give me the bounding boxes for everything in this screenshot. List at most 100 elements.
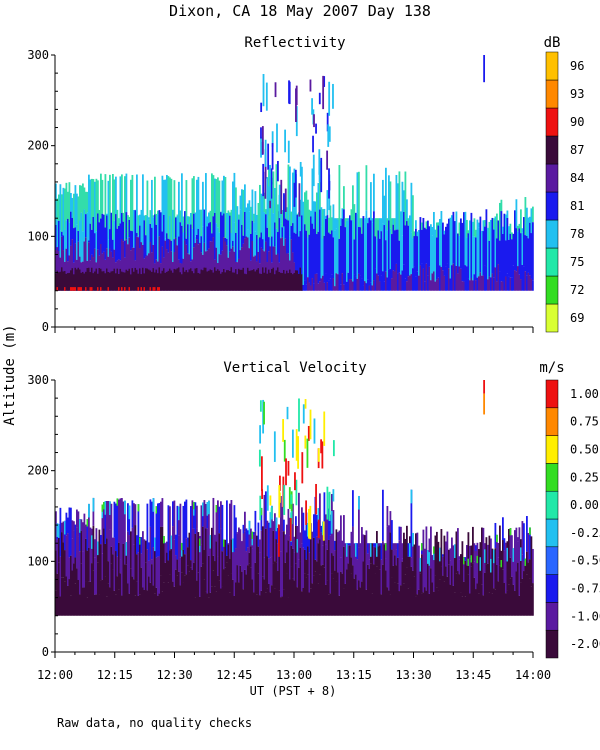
data-cell	[284, 562, 287, 616]
data-cell	[299, 561, 302, 616]
data-cell	[64, 581, 66, 616]
data-cell	[79, 269, 81, 291]
data-cell	[463, 558, 465, 582]
data-cell	[292, 252, 294, 291]
data-cell	[74, 557, 77, 584]
data-cell	[326, 215, 329, 283]
data-cell	[289, 517, 292, 542]
data-cell	[461, 281, 464, 291]
data-cell	[167, 560, 170, 583]
data-cell	[155, 587, 158, 616]
data-cell	[98, 268, 101, 291]
data-cell	[409, 215, 411, 276]
data-cell	[305, 284, 308, 291]
data-cell	[308, 527, 311, 553]
data-cell	[281, 596, 284, 616]
data-cell	[283, 519, 285, 532]
data-cell	[401, 558, 404, 562]
data-cell	[409, 536, 411, 588]
data-cell	[250, 567, 252, 616]
data-cell	[316, 536, 318, 562]
data-cell	[98, 529, 101, 595]
data-cell	[245, 236, 248, 291]
data-cell	[500, 281, 503, 291]
data-cell	[173, 268, 176, 291]
data-cell	[433, 546, 435, 554]
data-cell	[112, 174, 114, 240]
data-cell	[268, 169, 270, 238]
data-cell	[517, 225, 519, 232]
data-cell	[361, 278, 363, 291]
data-cell	[314, 273, 317, 291]
data-cell	[284, 188, 287, 212]
data-cell	[439, 579, 441, 616]
data-cell	[88, 242, 90, 291]
data-cell	[254, 510, 257, 532]
data-cell	[196, 179, 198, 235]
colorbar-swatch	[545, 407, 559, 436]
data-cell	[445, 226, 447, 267]
data-cell	[166, 271, 168, 291]
data-cell	[68, 507, 71, 558]
data-cell	[461, 222, 464, 282]
data-cell	[319, 574, 321, 616]
data-cell	[523, 523, 525, 562]
data-cell	[272, 521, 275, 531]
data-cell	[341, 208, 344, 219]
data-cell	[176, 268, 179, 291]
data-cell	[368, 217, 371, 286]
data-cell	[208, 500, 210, 556]
data-cell	[413, 544, 416, 577]
data-cell	[181, 225, 183, 264]
data-cell	[56, 220, 59, 248]
data-cell	[208, 223, 210, 249]
data-cell	[269, 272, 272, 291]
data-cell	[253, 269, 255, 291]
data-cell	[506, 547, 509, 562]
data-cell	[365, 165, 368, 211]
data-cell	[286, 406, 289, 420]
data-cell	[161, 498, 164, 527]
data-cell	[97, 249, 99, 291]
data-cell	[469, 558, 471, 594]
data-cell	[121, 213, 123, 240]
data-cell	[250, 206, 252, 234]
data-cell	[316, 234, 318, 274]
data-cell	[128, 287, 131, 291]
data-cell	[148, 217, 150, 220]
data-cell	[299, 532, 302, 548]
data-cell	[502, 540, 504, 570]
data-cell	[142, 587, 144, 616]
data-cell	[376, 543, 378, 557]
data-cell	[211, 586, 213, 616]
colorbar-swatch	[545, 191, 559, 221]
data-cell	[427, 550, 429, 564]
data-cell	[304, 399, 307, 409]
data-cell	[314, 559, 317, 572]
x-tick-label: 13:00	[276, 668, 312, 682]
data-cell	[155, 269, 158, 291]
data-cell	[454, 544, 456, 559]
data-cell	[146, 268, 149, 291]
data-cell	[271, 182, 273, 237]
data-cell	[475, 237, 477, 281]
data-cell	[515, 199, 518, 229]
data-cell	[169, 268, 171, 291]
data-cell	[176, 575, 179, 616]
data-cell	[503, 582, 506, 616]
data-cell	[305, 500, 308, 525]
data-cell	[262, 576, 264, 616]
data-cell	[251, 189, 254, 221]
data-cell	[55, 183, 57, 225]
data-cell	[484, 265, 486, 291]
data-cell	[269, 592, 272, 616]
data-cell	[368, 559, 371, 570]
data-cell	[347, 220, 350, 273]
data-cell	[85, 237, 87, 291]
data-cell	[199, 596, 201, 616]
data-cell	[322, 564, 324, 616]
data-cell	[301, 166, 303, 216]
data-cell	[64, 287, 66, 291]
data-cell	[517, 541, 519, 563]
